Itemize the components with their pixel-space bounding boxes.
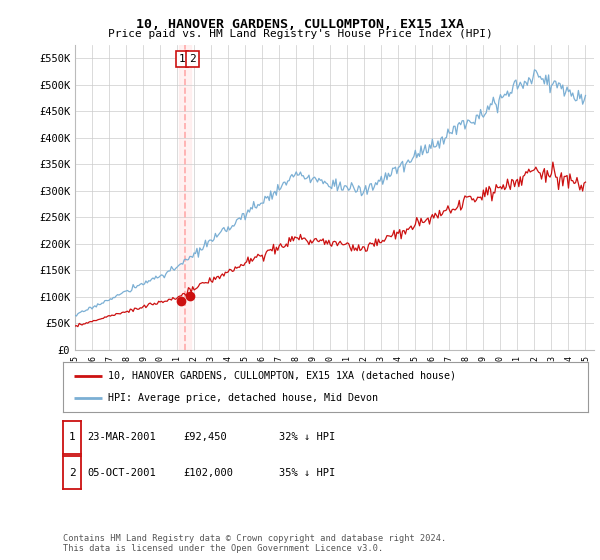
Text: 1: 1 (179, 54, 185, 64)
Text: HPI: Average price, detached house, Mid Devon: HPI: Average price, detached house, Mid … (107, 393, 377, 403)
Text: 1: 1 (68, 432, 76, 442)
Text: 2: 2 (68, 468, 76, 478)
Text: 35% ↓ HPI: 35% ↓ HPI (279, 468, 335, 478)
Text: Price paid vs. HM Land Registry's House Price Index (HPI): Price paid vs. HM Land Registry's House … (107, 29, 493, 39)
Text: 05-OCT-2001: 05-OCT-2001 (87, 468, 156, 478)
Text: 23-MAR-2001: 23-MAR-2001 (87, 432, 156, 442)
Text: Contains HM Land Registry data © Crown copyright and database right 2024.
This d: Contains HM Land Registry data © Crown c… (63, 534, 446, 553)
Bar (179, 45, 191, 350)
Text: £92,450: £92,450 (183, 432, 227, 442)
Text: 32% ↓ HPI: 32% ↓ HPI (279, 432, 335, 442)
Text: 10, HANOVER GARDENS, CULLOMPTON, EX15 1XA: 10, HANOVER GARDENS, CULLOMPTON, EX15 1X… (136, 18, 464, 31)
Text: £102,000: £102,000 (183, 468, 233, 478)
Text: 2: 2 (189, 54, 196, 64)
Text: 10, HANOVER GARDENS, CULLOMPTON, EX15 1XA (detached house): 10, HANOVER GARDENS, CULLOMPTON, EX15 1X… (107, 371, 455, 381)
